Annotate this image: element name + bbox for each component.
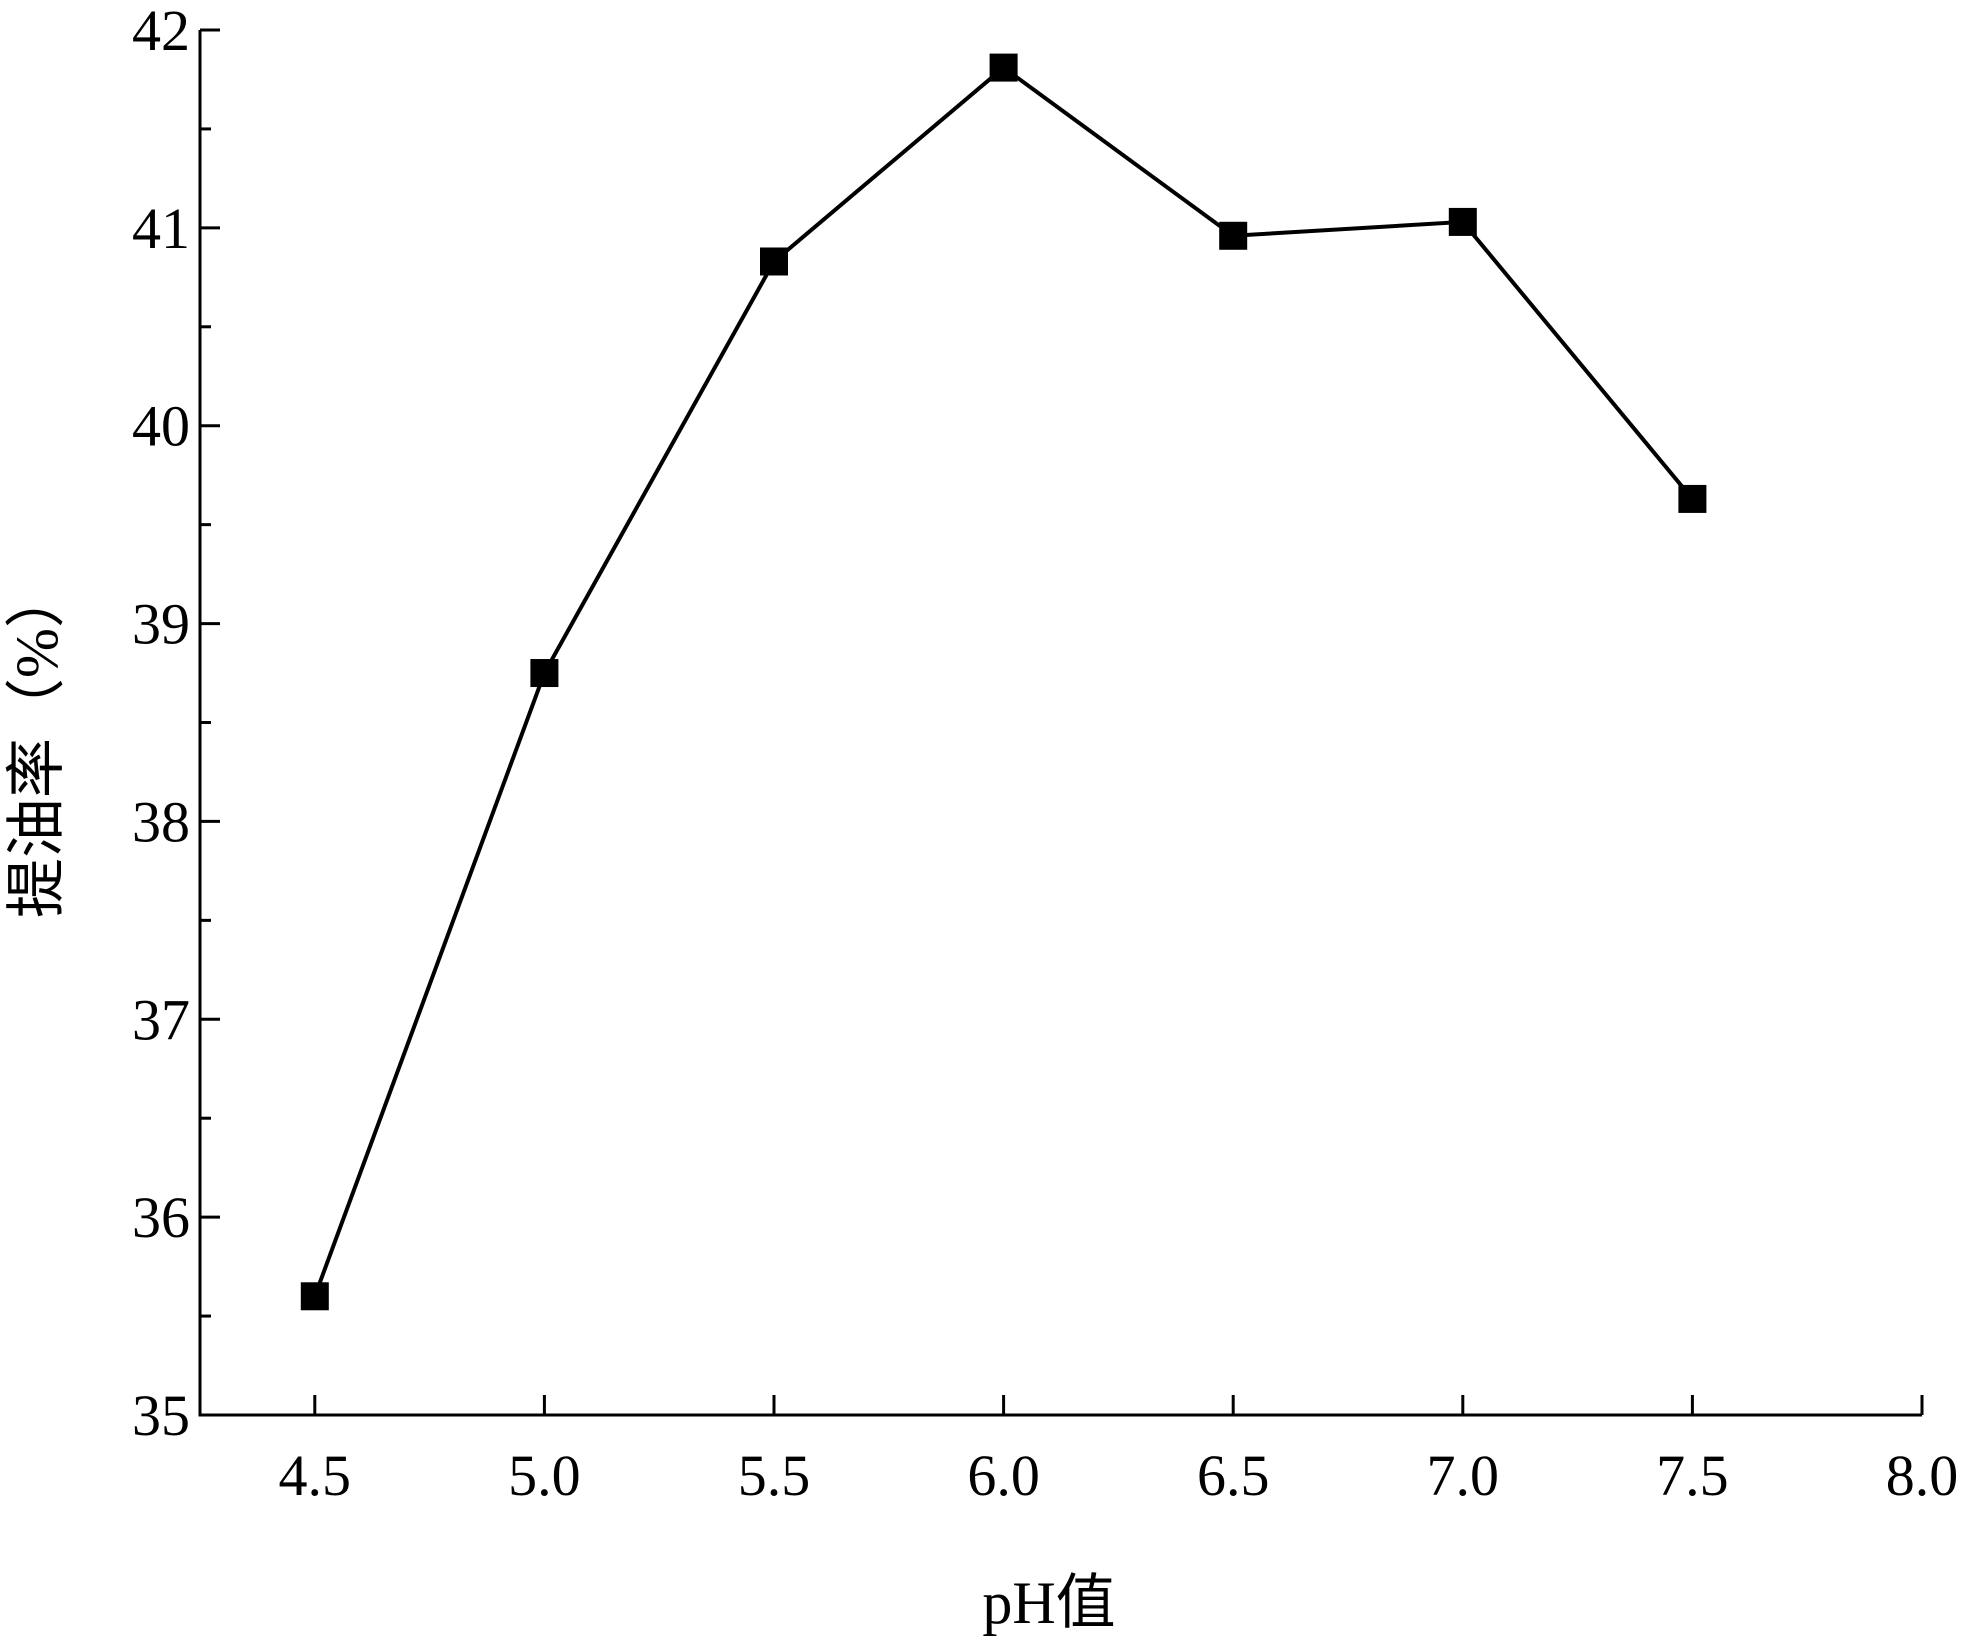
data-point-marker [760,247,788,276]
x-axis-title: pH值 [982,1570,1115,1636]
y-axis-title: 提油率（%） [4,568,70,918]
x-tick-label: 7.0 [1427,1443,1500,1508]
data-point-marker [300,1282,329,1311]
y-tick-label: 35 [132,1383,190,1448]
data-point-marker [530,659,559,688]
x-tick-label: 6.5 [1197,1443,1270,1508]
ticks: 4.5 5.0 5.5 6.0 6.5 7.0 7.5 8.0 35 36 37 38 39 40 41 42 [132,0,1958,1508]
y-tick-label: 40 [132,394,190,459]
series [300,53,1707,1311]
y-tick-label: 36 [132,1185,190,1250]
data-point-marker [989,53,1018,82]
data-point-marker [1219,221,1248,250]
y-tick-label: 39 [132,592,190,657]
x-tick-label: 6.0 [967,1443,1040,1508]
y-tick-label: 37 [132,987,190,1052]
x-tick-label: 5.0 [508,1443,581,1508]
x-tick-label: 7.5 [1656,1443,1729,1508]
y-tick-label: 42 [132,0,190,63]
data-point-marker [1448,207,1477,236]
axes [198,30,1922,1417]
x-tick-label: 5.5 [738,1443,811,1508]
y-tick-label: 38 [132,789,190,854]
x-tick-label: 4.5 [279,1443,352,1508]
x-tick-label: 8.0 [1886,1443,1959,1508]
data-point-marker [1678,484,1707,513]
y-tick-label: 41 [132,196,190,261]
series-line [312,65,1694,1297]
